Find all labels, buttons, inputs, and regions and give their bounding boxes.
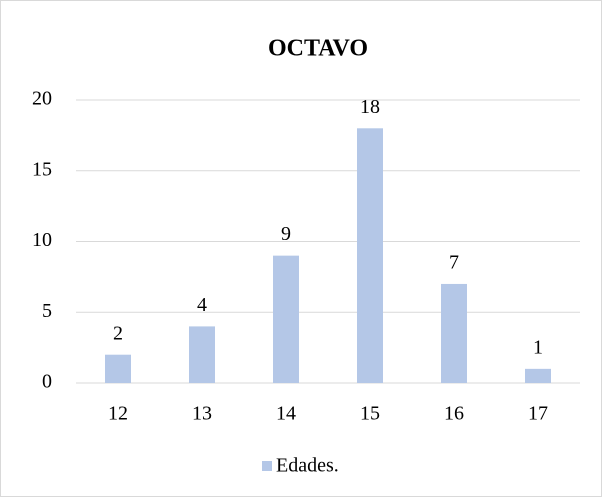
data-label: 18: [360, 96, 380, 118]
data-label: 1: [533, 336, 543, 358]
bar: [525, 368, 551, 383]
bar: [105, 354, 131, 383]
x-tick-label: 16: [444, 403, 464, 425]
y-tick-label: 10: [32, 229, 52, 251]
data-label: 4: [197, 294, 207, 316]
bar: [273, 255, 299, 383]
data-label: 2: [113, 322, 123, 344]
x-tick-label: 15: [360, 403, 380, 425]
bar: [441, 283, 467, 383]
legend-swatch: [262, 461, 272, 471]
bar: [357, 128, 383, 383]
x-tick-label: 14: [276, 403, 296, 425]
chart-title: OCTAVO: [268, 36, 368, 62]
legend-label: Edades.: [276, 455, 339, 477]
x-tick-label: 12: [108, 403, 128, 425]
y-tick-label: 0: [42, 371, 52, 393]
y-tick-label: 5: [42, 300, 52, 322]
data-label: 9: [281, 223, 291, 245]
data-label: 7: [449, 252, 459, 274]
x-tick-label: 17: [528, 403, 548, 425]
x-tick-label: 13: [192, 403, 212, 425]
bar: [189, 326, 215, 383]
y-tick-label: 15: [32, 158, 52, 180]
y-tick-label: 20: [32, 88, 52, 110]
